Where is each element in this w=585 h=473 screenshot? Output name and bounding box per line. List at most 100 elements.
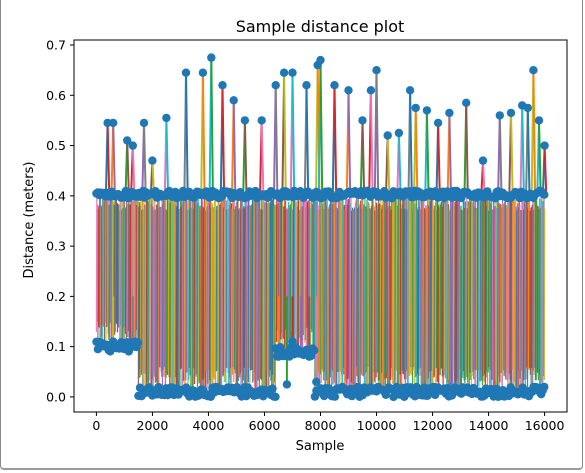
peak-line — [276, 85, 278, 196]
dip-point — [288, 337, 296, 345]
peak-line — [427, 110, 429, 195]
peak-line — [511, 113, 513, 196]
y-tick-label: 0.2 — [46, 289, 66, 304]
peak-point — [199, 69, 207, 77]
peak-line — [335, 85, 337, 196]
peak-line — [533, 70, 535, 196]
peak-point — [507, 109, 515, 117]
series-lines — [96, 58, 546, 397]
x-tick-label: 8000 — [305, 418, 337, 433]
peak-point — [529, 66, 537, 74]
peak-line — [522, 105, 524, 195]
peak-line — [211, 58, 213, 196]
peak-point — [540, 141, 548, 149]
peak-point — [109, 119, 117, 127]
peak-point — [423, 106, 431, 114]
peak-line — [108, 123, 110, 196]
dip-point — [274, 353, 282, 361]
dip-point — [129, 342, 137, 350]
peak-point — [344, 86, 352, 94]
x-tick-label: 2000 — [137, 418, 169, 433]
peak-point — [358, 116, 366, 124]
peak-point — [218, 81, 226, 89]
peak-point — [258, 116, 266, 124]
y-tick-label: 0.5 — [46, 138, 66, 153]
chart-title: Sample distance plot — [236, 17, 405, 36]
dip-point — [297, 348, 305, 356]
peak-line — [349, 90, 351, 196]
peak-point — [406, 86, 414, 94]
peak-point — [182, 69, 190, 77]
peak-line — [539, 120, 541, 195]
peak-point — [372, 66, 380, 74]
dip-point — [109, 337, 117, 345]
peak-point — [280, 69, 288, 77]
peak-line — [113, 123, 115, 196]
x-tick-label: 10000 — [357, 418, 397, 433]
peak-line — [399, 133, 401, 196]
peak-point — [412, 104, 420, 112]
peak-point — [230, 96, 238, 104]
peak-point — [207, 53, 215, 61]
peak-point — [535, 116, 543, 124]
peak-line — [245, 120, 247, 195]
peak-line — [410, 90, 412, 196]
x-tick-label: 14000 — [469, 418, 509, 433]
peak-line — [528, 108, 530, 196]
dip-point — [305, 353, 313, 361]
x-tick-label: 4000 — [193, 418, 225, 433]
x-tick-label: 12000 — [413, 418, 453, 433]
peak-point — [367, 86, 375, 94]
peak-line — [449, 113, 451, 196]
peak-line — [293, 73, 295, 196]
peak-line — [234, 100, 236, 196]
peak-line — [203, 73, 205, 196]
peak-point — [395, 129, 403, 137]
y-tick-label: 0.3 — [46, 239, 66, 254]
peak-line — [388, 136, 390, 196]
peak-point — [148, 156, 156, 164]
peak-point — [288, 69, 296, 77]
y-tick-label: 0.4 — [46, 188, 66, 203]
peak-point — [496, 111, 504, 119]
peak-line — [371, 90, 373, 196]
y-axis-label: Distance (meters) — [22, 162, 37, 279]
peak-point — [272, 81, 280, 89]
peak-point — [384, 131, 392, 139]
peak-line — [262, 120, 264, 195]
peak-point — [524, 104, 532, 112]
peak-line — [284, 73, 286, 196]
peak-point — [162, 114, 170, 122]
dip-point — [312, 378, 320, 386]
x-tick-label: 16000 — [525, 418, 565, 433]
peak-line — [500, 115, 502, 195]
peak-point — [462, 99, 470, 107]
x-tick-label: 6000 — [249, 418, 281, 433]
x-tick-label: 0 — [92, 418, 100, 433]
data-point — [331, 393, 339, 401]
peak-line — [321, 60, 323, 196]
peak-line — [416, 108, 418, 196]
peak-point — [330, 81, 338, 89]
peak-line — [545, 146, 547, 196]
peak-line — [166, 118, 168, 196]
peak-point — [129, 141, 137, 149]
peak-point — [445, 109, 453, 117]
peak-point — [479, 156, 487, 164]
peak-point — [140, 119, 148, 127]
y-tick-label: 0.1 — [46, 339, 66, 354]
data-point — [271, 393, 279, 401]
y-tick-label: 0.0 — [46, 389, 66, 404]
peak-point — [241, 116, 249, 124]
data-point — [540, 383, 548, 391]
peak-line — [466, 103, 468, 196]
peak-point — [434, 119, 442, 127]
peak-line — [144, 123, 146, 196]
peak-point — [302, 81, 310, 89]
peak-line — [377, 70, 379, 196]
y-tick-label: 0.7 — [46, 38, 66, 53]
plot-area — [92, 53, 549, 401]
peak-line — [363, 120, 365, 195]
